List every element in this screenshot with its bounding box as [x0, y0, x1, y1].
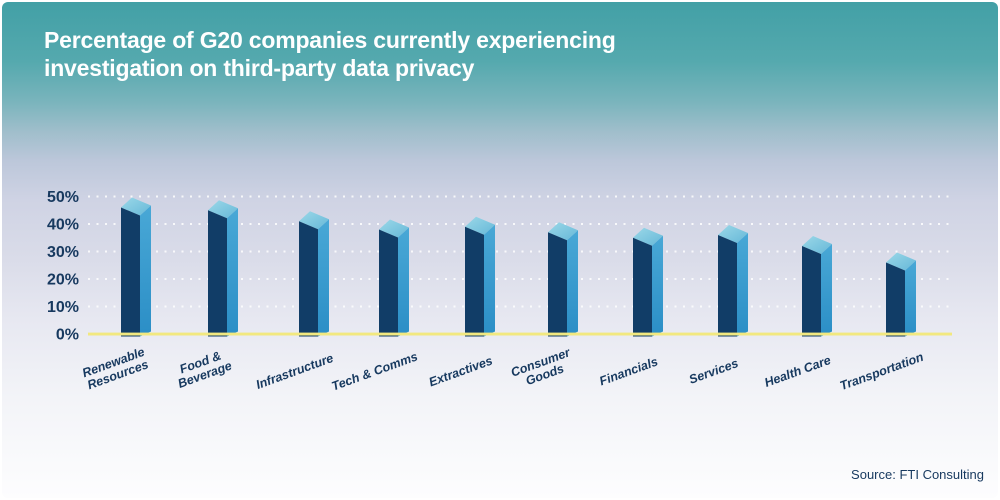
bar-top-face — [379, 219, 409, 238]
bar-front-face — [548, 232, 567, 337]
bar-front-face — [718, 235, 737, 337]
chart-title-line2: investigation on third-party data privac… — [44, 55, 475, 81]
bar-front-face — [633, 237, 652, 337]
bar-side-face — [484, 224, 495, 337]
bar-top-face — [718, 225, 748, 243]
ytick-label: 50% — [47, 189, 79, 206]
baseline-axis — [88, 332, 952, 336]
category-label: Extractives — [427, 353, 495, 389]
bars — [121, 197, 916, 337]
bar-8 — [718, 225, 748, 337]
ytick-label: 0% — [56, 327, 79, 344]
chart-title-line1: Percentage of G20 companies currently ex… — [44, 27, 616, 53]
bar-9 — [802, 236, 832, 337]
bar-front-face — [886, 262, 905, 337]
category-label: Infrastructure — [254, 351, 335, 392]
ytick-label: 20% — [47, 272, 79, 289]
y-axis-labels: 0% 10% 20% 30% 40% 50% — [47, 189, 79, 344]
bar-side-face — [398, 227, 409, 337]
ytick-label: 30% — [47, 244, 79, 261]
bar-side-face — [737, 233, 748, 337]
bar-front-face — [121, 207, 140, 337]
category-label: Tech & Comms — [330, 349, 420, 393]
bar-top-face — [802, 236, 832, 254]
bar-side-face — [652, 235, 663, 337]
bar-3 — [299, 211, 329, 337]
bar-side-face — [567, 230, 578, 337]
category-label: ConsumerGoods — [509, 345, 577, 392]
bar-10 — [886, 252, 916, 337]
bar-front-face — [802, 246, 821, 337]
bar-top-face — [548, 222, 578, 241]
bar-4 — [379, 219, 409, 337]
bar-top-face — [121, 197, 151, 216]
bar-side-face — [905, 260, 916, 337]
bar-5 — [465, 216, 495, 337]
bar-1 — [121, 197, 151, 337]
category-labels: RenewableResources Food &Beverage Infrastr… — [80, 345, 925, 394]
category-label: Transportation — [838, 350, 926, 393]
bar-top-face — [465, 216, 495, 235]
bar-front-face — [208, 210, 227, 337]
ytick-label: 40% — [47, 217, 79, 234]
category-label: RenewableResources — [80, 345, 151, 393]
bar-front-face — [299, 221, 318, 337]
category-label: Health Care — [763, 353, 833, 390]
bar-front-face — [465, 226, 484, 337]
bar-front-face — [379, 229, 398, 337]
chart-title: Percentage of G20 companies currently ex… — [44, 26, 804, 82]
bar-7 — [633, 227, 663, 337]
category-label: Food &Beverage — [172, 346, 234, 391]
bar-side-face — [318, 219, 329, 337]
category-label: Financials — [598, 354, 660, 388]
ytick-label: 10% — [47, 299, 79, 316]
source-attribution: Source: FTI Consulting — [851, 467, 984, 482]
bar-top-face — [299, 211, 329, 230]
bar-side-face — [227, 208, 238, 337]
bar-side-face — [140, 205, 151, 337]
bar-top-face — [208, 200, 238, 219]
bar-top-face — [633, 227, 663, 246]
bar-side-face — [821, 244, 832, 337]
bar-6 — [548, 222, 578, 337]
bar-top-face — [886, 252, 916, 271]
category-label: Services — [687, 356, 740, 387]
bar-2 — [208, 200, 238, 337]
